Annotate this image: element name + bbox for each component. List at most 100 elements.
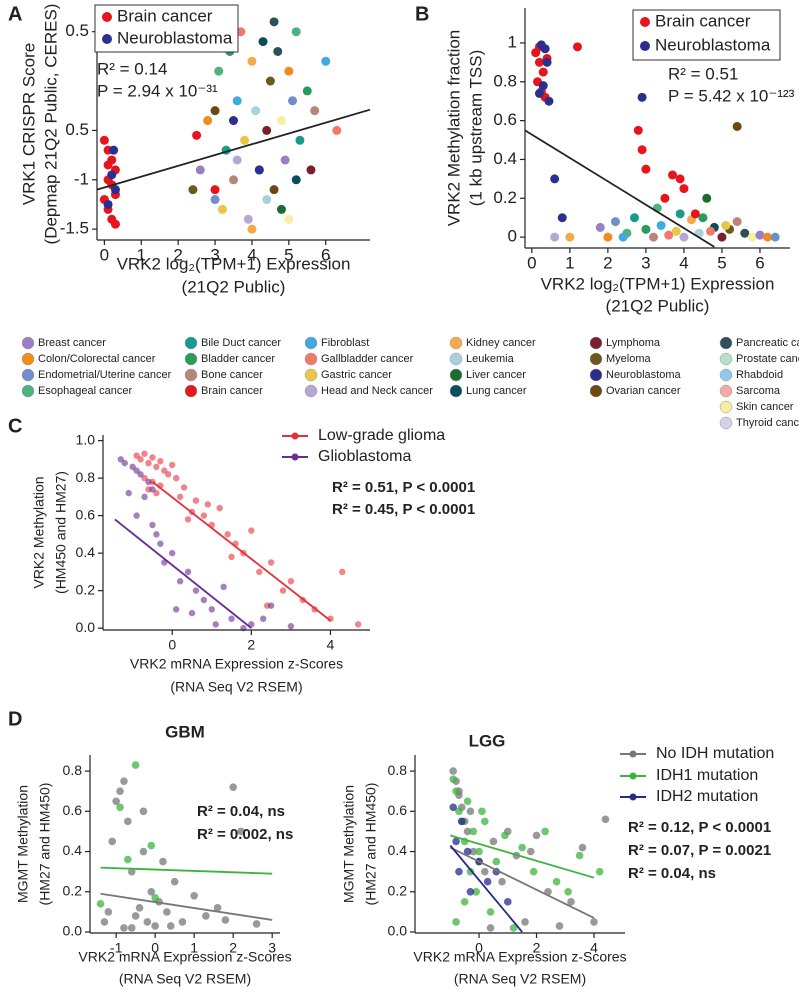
data-point xyxy=(178,918,187,926)
legend-marker xyxy=(640,17,650,27)
lineage-marker xyxy=(21,352,35,366)
lineage-marker xyxy=(21,384,35,398)
fit-line xyxy=(151,481,331,622)
data-point xyxy=(469,847,478,856)
lineage-marker xyxy=(184,384,198,398)
lineage-marker xyxy=(304,336,318,350)
legend-label: Neuroblastoma xyxy=(655,35,771,54)
lineage-marker xyxy=(719,416,733,430)
data-point xyxy=(108,837,117,846)
data-point xyxy=(572,42,582,52)
legend-label: IDH1 mutation xyxy=(656,767,758,784)
data-point xyxy=(133,512,140,519)
data-point xyxy=(262,125,272,135)
data-point xyxy=(452,918,460,926)
data-point xyxy=(567,898,575,906)
y-axis-label: MGMT Methylation xyxy=(15,785,31,903)
data-point xyxy=(131,912,140,920)
lineage-label: Brain cancer xyxy=(201,385,263,397)
data-point xyxy=(149,486,156,493)
lineage-label: Breast cancer xyxy=(38,337,106,349)
data-point xyxy=(248,527,255,534)
lineage-label: Sarcoma xyxy=(736,385,781,397)
data-point xyxy=(273,46,283,56)
y-axis-label: (HM27 and HM450) xyxy=(363,783,379,906)
y-tick-label: 0.5 xyxy=(65,21,89,40)
data-point xyxy=(501,831,509,840)
data-point xyxy=(262,195,272,205)
fit-line xyxy=(100,866,273,875)
data-point xyxy=(287,578,295,585)
x-axis-label: VRK2 mRNA Expression z-Scores xyxy=(413,949,626,965)
data-point xyxy=(463,797,472,806)
x-tick-label: 1 xyxy=(565,253,574,272)
x-tick-label: 0 xyxy=(527,253,536,272)
data-point xyxy=(578,843,587,852)
data-point xyxy=(534,88,544,98)
data-point xyxy=(732,217,742,227)
annotation: P = 5.42 x 10⁻¹²³ xyxy=(668,86,795,105)
data-point xyxy=(481,817,489,826)
data-point xyxy=(229,116,238,126)
y-tick-label: 0.0 xyxy=(388,923,408,939)
data-point xyxy=(176,493,184,501)
data-point xyxy=(455,867,463,876)
y-tick-label: 0.4 xyxy=(493,149,517,168)
data-point xyxy=(100,918,109,926)
lineage-label: Bladder cancer xyxy=(201,353,275,365)
data-point xyxy=(247,224,257,234)
lineage-label: Liver cancer xyxy=(466,369,526,381)
lineage-label: Kidney cancer xyxy=(466,337,536,349)
data-point xyxy=(458,817,466,826)
y-tick-label: 0.4 xyxy=(76,544,96,560)
x-axis-label: (RNA Seq V2 RSEM) xyxy=(170,679,302,695)
data-point xyxy=(192,497,200,504)
x-tick-label: 4 xyxy=(327,637,335,653)
x-axis-label: VRK2 mRNA Expression z-Scores xyxy=(78,949,291,965)
data-point xyxy=(252,920,261,928)
y-tick-label: 0.6 xyxy=(76,506,96,522)
data-point xyxy=(466,807,475,816)
fit-line xyxy=(449,846,595,919)
lineage-label: Leukemia xyxy=(466,353,515,365)
data-point xyxy=(664,230,674,240)
panel-label: C xyxy=(8,415,22,437)
data-point xyxy=(208,606,215,613)
lineage-label: Gallbladder cancer xyxy=(321,353,414,365)
data-point xyxy=(555,922,564,930)
y-axis-label: (1 kb upstream TSS) xyxy=(466,50,485,207)
legend-label: Brain cancer xyxy=(117,6,213,25)
data-point xyxy=(668,170,678,180)
lineage-label: Endometrial/Uterine cancer xyxy=(38,369,172,381)
legend-label: Brain cancer xyxy=(655,11,751,30)
data-point xyxy=(590,918,598,926)
data-point xyxy=(221,916,230,924)
data-point xyxy=(184,568,192,576)
data-point xyxy=(565,232,575,242)
y-tick-label: 0.5 xyxy=(65,120,89,139)
data-point xyxy=(172,474,180,482)
legend-label: No IDH mutation xyxy=(656,745,774,762)
data-point xyxy=(534,57,544,67)
x-tick-label: 2 xyxy=(229,940,237,956)
data-point xyxy=(463,847,472,856)
lineage-label: Myeloma xyxy=(606,353,652,365)
y-tick-label: 0.4 xyxy=(388,842,408,858)
lineage-marker xyxy=(719,336,733,350)
data-point xyxy=(466,867,475,876)
data-point xyxy=(717,232,727,242)
y-tick-label: 0.2 xyxy=(388,882,408,898)
data-point xyxy=(770,232,780,242)
x-tick-label: 2 xyxy=(173,245,182,264)
data-point xyxy=(200,596,208,604)
lineage-label: Head and Neck cancer xyxy=(321,385,433,397)
x-tick-label: 4 xyxy=(679,253,688,272)
data-point xyxy=(339,568,346,576)
y-tick-label: -1 xyxy=(74,169,89,188)
data-point xyxy=(564,887,572,896)
data-point xyxy=(649,232,659,242)
legend-label: Low-grade glioma xyxy=(318,427,445,444)
y-axis-label: VRK2 Methylation xyxy=(31,476,47,588)
data-point xyxy=(460,898,469,906)
x-axis-label: VRK2 mRNA Expression z-Scores xyxy=(130,656,343,672)
